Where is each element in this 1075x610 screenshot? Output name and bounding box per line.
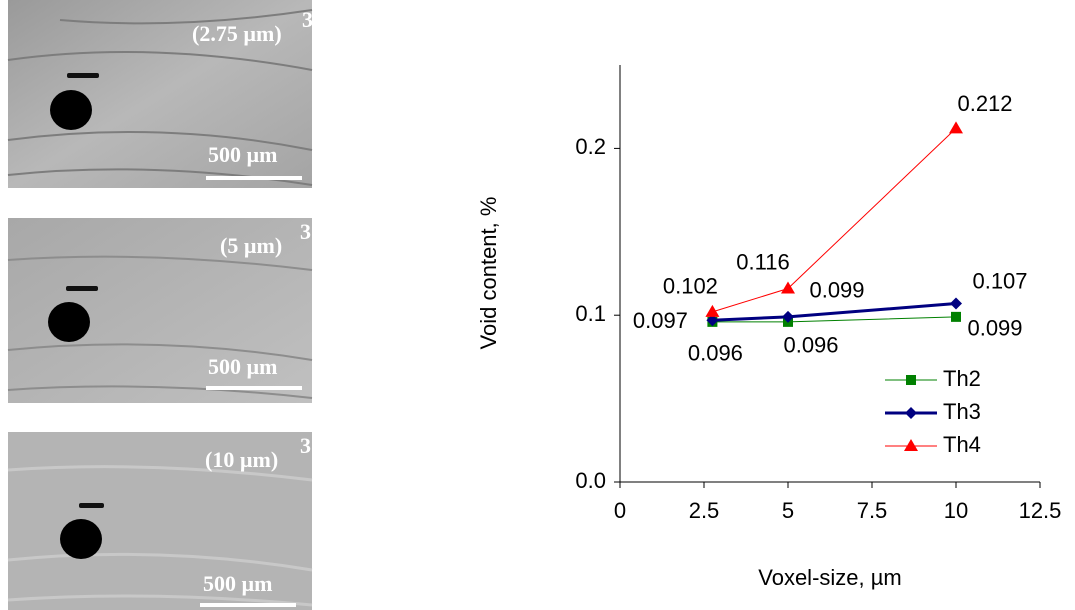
scale-bar-label: 500 µm [203, 571, 273, 596]
voxel-label: (5 µm) [220, 233, 282, 258]
legend-marker [904, 439, 918, 451]
data-label: 0.097 [633, 308, 688, 333]
y-tick-label: 0.2 [575, 134, 606, 159]
data-point [949, 121, 963, 134]
data-label: 0.096 [688, 341, 743, 366]
data-point [705, 304, 720, 317]
voxel-label: (2.75 µm) [192, 21, 282, 46]
y-tick-label: 0.0 [575, 468, 606, 493]
x-tick-label: 12.5 [1019, 498, 1062, 523]
data-label: 0.099 [967, 316, 1022, 341]
data-label: 0.099 [809, 278, 864, 303]
data-label: 0.107 [972, 268, 1027, 293]
micrograph: (10 µm) 3 500 µm [7, 432, 313, 610]
data-point [951, 311, 961, 322]
scale-bar-label: 500 µm [208, 354, 278, 379]
scale-bar-label: 500 µm [208, 142, 278, 167]
legend-label: Th4 [943, 432, 981, 457]
voxel-exponent: 3 [302, 7, 313, 32]
x-axis-label: Voxel-size, µm [758, 565, 902, 590]
y-axis-label: Void content, % [476, 197, 501, 350]
voxel-exponent: 3 [300, 219, 311, 244]
x-tick-label: 10 [944, 498, 968, 523]
data-point [706, 314, 719, 327]
data-label: 0.212 [957, 91, 1012, 116]
data-label: 0.102 [663, 274, 718, 299]
x-tick-label: 5 [782, 498, 794, 523]
x-tick-label: 0 [614, 498, 626, 523]
y-tick-label: 0.1 [575, 301, 606, 326]
legend-label: Th2 [943, 366, 981, 391]
data-point [782, 310, 794, 323]
legend-label: Th3 [943, 399, 981, 424]
data-label: 0.096 [783, 333, 838, 358]
legend-marker [905, 407, 917, 419]
legend-marker [906, 375, 916, 385]
data-label: 0.116 [736, 249, 789, 274]
voxel-exponent: 3 [300, 433, 311, 458]
micrograph: (2.75 µm) 3 500 µm [7, 0, 313, 188]
data-point [781, 281, 795, 294]
micrograph: (5 µm) 3 500 µm [7, 218, 313, 403]
x-tick-label: 7.5 [857, 498, 888, 523]
voxel-label: (10 µm) [205, 447, 278, 472]
x-tick-label: 2.5 [689, 498, 720, 523]
data-point [950, 297, 962, 310]
